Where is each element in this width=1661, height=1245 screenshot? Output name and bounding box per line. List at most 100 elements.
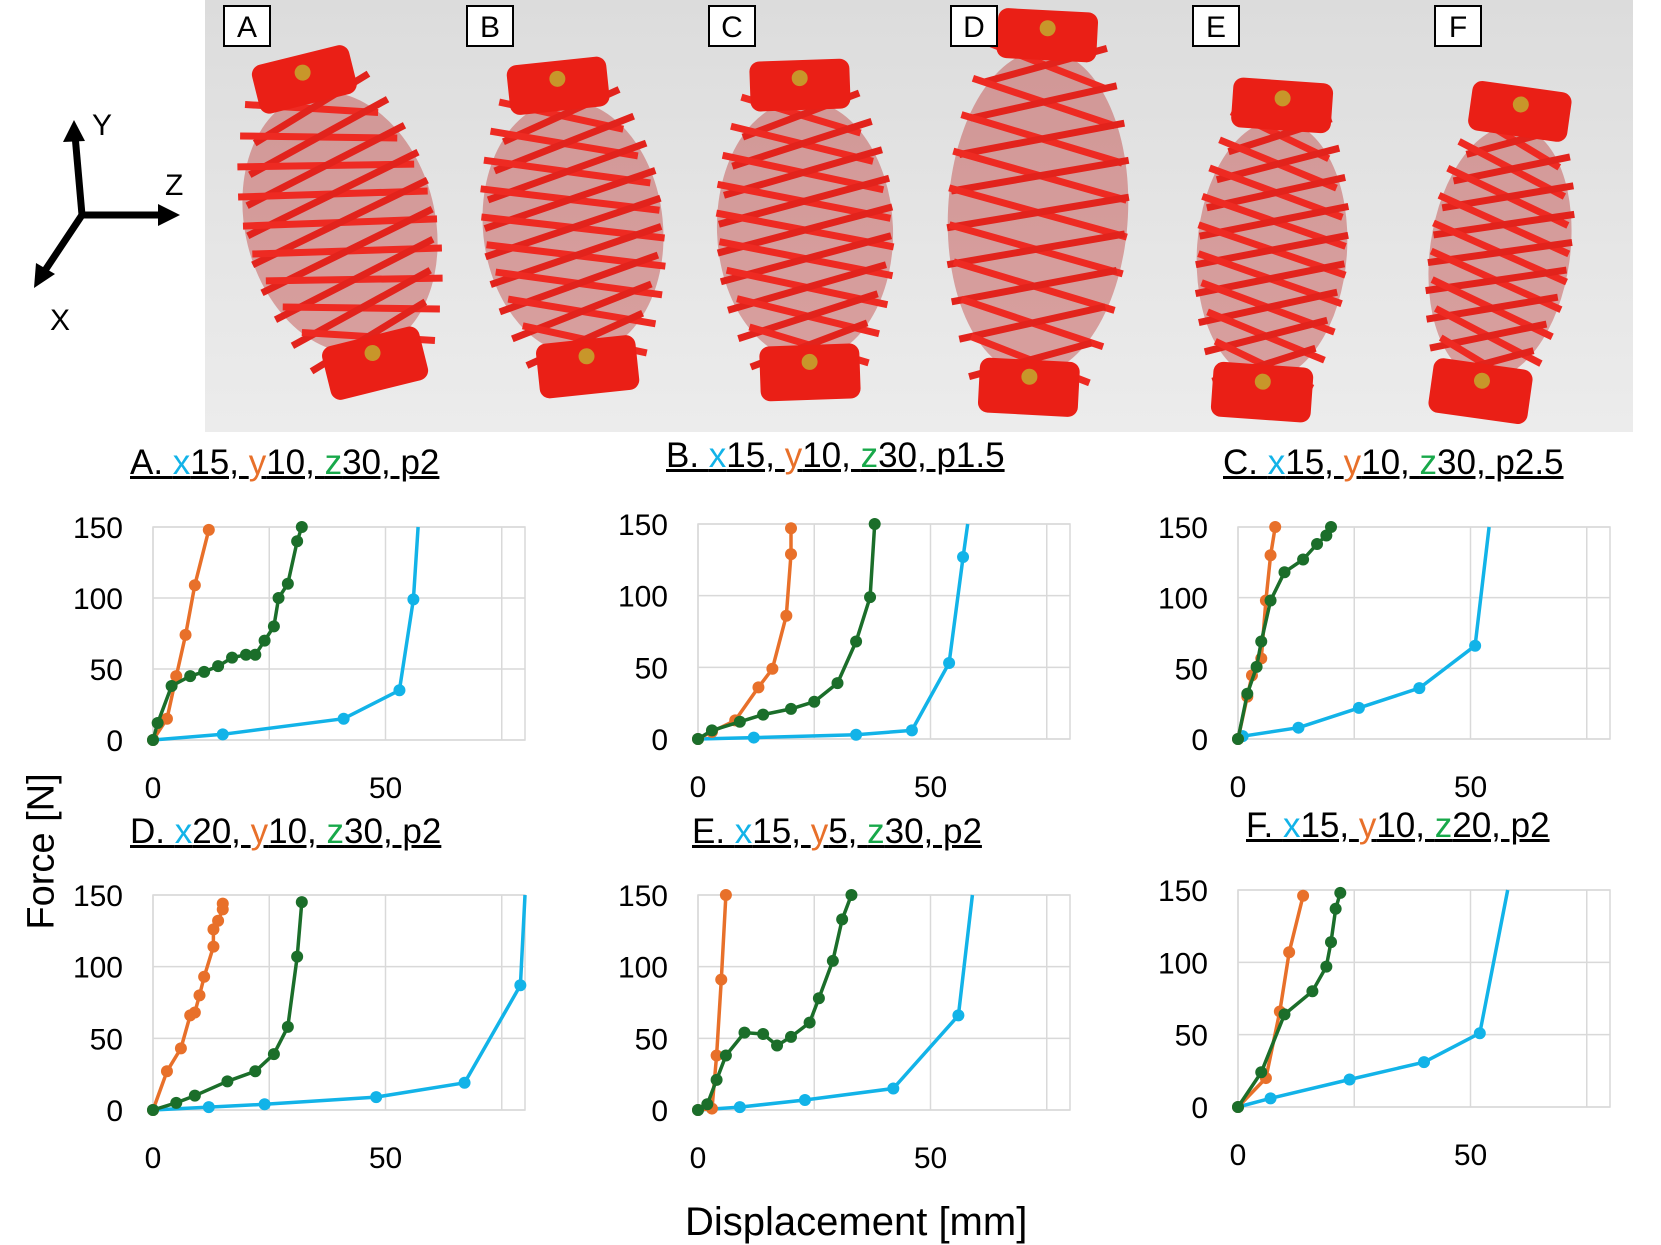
x-tick-label: 0 [1230, 1139, 1247, 1172]
data-point-y [160, 1065, 173, 1078]
plot-frame [697, 894, 1071, 1111]
data-point-z [850, 635, 863, 648]
data-point-y [715, 973, 728, 986]
y-tick-label: 50 [90, 1023, 123, 1056]
data-point-z [868, 518, 881, 530]
data-point-x [943, 657, 956, 670]
title-zv: 20, p2 [1452, 806, 1550, 845]
title-yv: 10, [802, 436, 861, 475]
data-point-z [785, 1030, 797, 1043]
data-point-z [281, 577, 294, 590]
specimen-5 [1425, 80, 1575, 425]
series-line-y [697, 528, 793, 741]
data-point-y [179, 628, 192, 641]
data-point-y [1264, 549, 1277, 562]
series-y [692, 889, 732, 1116]
x-tick-label: 50 [1454, 771, 1487, 804]
data-point-z [1278, 1008, 1291, 1021]
title-xv: 15, [726, 436, 785, 475]
data-point-y [207, 940, 220, 953]
axis-y-label: Y [92, 109, 112, 142]
chart-e: 0 50 100 150 0 50 [618, 885, 1071, 1175]
specimen-2 [715, 58, 895, 402]
chart-e-title: E. x15, y5, z30, p2 [692, 812, 982, 852]
title-zv: 30, p2 [344, 812, 442, 851]
x-tick-label: 50 [914, 1142, 947, 1175]
data-point-x [393, 684, 406, 697]
title-prefix: B. [666, 436, 709, 475]
data-point-x [1469, 639, 1482, 652]
data-point-z [1306, 985, 1319, 998]
plot-frame [152, 526, 526, 741]
y-tick-label: 50 [90, 654, 123, 687]
x-tick-label: 50 [369, 1142, 402, 1175]
series-y [1232, 521, 1282, 745]
y-tick-label: 100 [618, 952, 668, 985]
series-x [692, 523, 970, 745]
photo-label-b: B [466, 5, 514, 47]
title-x: x [708, 436, 727, 475]
data-point-y [780, 609, 793, 622]
data-point-x [798, 1093, 811, 1106]
data-point-y [785, 522, 797, 535]
specimen-photo-drawing [237, 8, 1575, 425]
title-xv: 15, [1300, 806, 1359, 845]
data-point-z [249, 648, 262, 661]
gridlines [697, 894, 1071, 1111]
data-point-x [733, 1101, 746, 1114]
data-point-z [1329, 902, 1342, 915]
data-point-z [1320, 960, 1333, 973]
y-tick-label: 0 [1191, 724, 1208, 757]
title-x: x [1267, 443, 1286, 482]
title-xv: 15, [752, 812, 811, 851]
data-point-z [272, 592, 285, 604]
data-point-z [221, 1075, 234, 1088]
data-point-x [1418, 1056, 1430, 1069]
photo-label-d: D [950, 5, 998, 47]
x-tick-label: 0 [690, 1142, 707, 1175]
data-point-z [226, 651, 239, 664]
data-point-x [850, 728, 863, 741]
y-tick-label: 100 [73, 952, 123, 985]
y-tick-label: 100 [1158, 583, 1208, 616]
data-point-z [757, 1028, 770, 1041]
data-point-z [147, 734, 159, 746]
data-point-x [1343, 1073, 1356, 1086]
x-tick-label: 50 [369, 772, 402, 805]
data-point-z [710, 1073, 723, 1086]
title-xv: 15, [1285, 443, 1344, 482]
data-point-y [710, 1049, 723, 1062]
y-tick-label: 0 [106, 1095, 123, 1128]
data-point-z [1334, 886, 1347, 899]
plot-frame [1237, 889, 1611, 1108]
series-x [147, 894, 527, 1116]
data-point-y [188, 1006, 201, 1019]
y-tick-label: 100 [73, 583, 123, 616]
data-point-x [216, 728, 229, 741]
y-tick-label: 100 [1158, 947, 1208, 980]
series-y [147, 523, 215, 746]
title-zv: 30, p2 [342, 443, 440, 482]
y-axis-title: Force [N] [20, 773, 63, 930]
series-line-x [697, 523, 970, 741]
x-axis-title: Displacement [mm] [685, 1200, 1028, 1244]
specimen-0 [237, 45, 443, 400]
series-line-z [697, 523, 877, 741]
data-point-y [752, 681, 765, 694]
series-x [1232, 889, 1510, 1113]
data-point-z [212, 660, 225, 673]
y-tick-label: 150 [73, 885, 123, 913]
title-y: y [248, 443, 267, 482]
title-y: y [1343, 443, 1362, 482]
data-point-y [719, 889, 732, 901]
plot-frame [1237, 526, 1611, 740]
title-prefix: E. [692, 812, 735, 851]
data-point-y [202, 523, 215, 536]
y-tick-label: 0 [651, 724, 668, 757]
title-z: z [867, 812, 885, 851]
x-tick-label: 50 [914, 771, 947, 804]
data-point-z [198, 665, 211, 678]
data-point-y [174, 1042, 187, 1055]
y-tick-label: 0 [1191, 1092, 1208, 1125]
data-point-z [831, 677, 844, 690]
